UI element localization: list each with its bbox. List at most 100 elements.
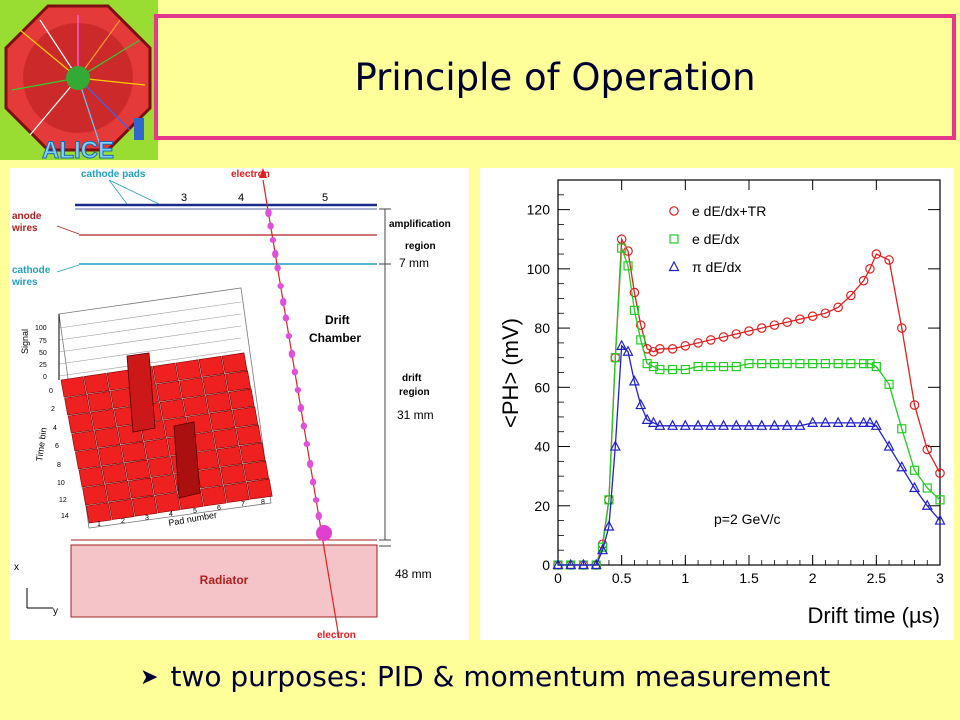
pad-number-3: 3 [181,192,187,204]
data-point [577,558,589,570]
alice-logo-graphic: ALICE [0,0,158,165]
lego-cell [94,426,121,448]
ionization-cluster [267,222,274,230]
logo-text: ALICE [42,137,114,160]
data-point [635,320,646,330]
ionization-clusters [265,208,322,521]
pad-number-4: 4 [238,192,244,204]
lego-pad-tick-8: 8 [261,499,265,506]
lego-timebin-label: Time bin [34,427,49,462]
data-point [782,359,792,369]
legend-label: π dE/dx [692,259,741,275]
legend: e dE/dx+TR e dE/dx π dE/dx [668,203,766,275]
data-point [648,361,659,372]
data-point [718,419,730,430]
ionization-cluster [291,368,299,376]
legend-marker [669,206,679,216]
data-point [782,317,792,327]
lego-timebin-tick-8: 8 [57,462,61,469]
lego-cell [159,398,186,420]
cathode-pads-label: cathode pads [81,169,146,180]
data-point [552,558,564,570]
lego-timebin-tick-4: 4 [53,425,57,432]
bullet-line: ➤ two purposes: PID & momentum measuremen… [140,660,830,693]
ionization-cluster [315,511,322,521]
data-point [629,305,639,315]
data-point [623,261,633,271]
lego-cell [75,448,101,470]
pulse-height-chart-panel: 0 0.5 1 1.5 2 2.5 3 0 20 40 60 80 100 120 e dE/dx+TR e… [480,168,954,640]
data-point [623,246,633,256]
lego-cell [131,495,158,517]
data-point [655,344,665,354]
data-point [610,353,620,363]
bullet-text: two purposes: PID & momentum measurement [170,660,831,693]
lego-timebin-tick-2: 2 [51,406,55,413]
data-point [922,483,932,493]
data-point [680,364,690,375]
x-tick-label: 1.5 [739,570,759,586]
y-tick-label: 100 [527,261,551,277]
x-tick-label: 2.5 [867,570,887,586]
data-point [636,335,646,345]
amplification-label-1: amplification [389,219,451,230]
lego-pad-tick-4: 4 [169,511,173,518]
lego-pad-tick-3: 3 [145,515,149,522]
lego-cell [220,463,246,485]
electron-bottom-label: electron [317,630,356,640]
x-tick-label: 0.5 [612,570,632,586]
lego-cell [225,370,251,392]
data-point [909,465,920,475]
legend-marker [669,234,679,244]
lego-timebin-tick-6: 6 [55,443,59,450]
lego-signal-label: Signal [20,329,30,354]
data-point [819,416,831,427]
lego-cell [232,406,259,428]
lego-cell [223,481,250,503]
ionization-cluster [274,264,281,272]
lego-cell [152,362,179,384]
y-tick-label: 20 [534,498,550,514]
ionization-cluster [288,349,296,359]
data-point [858,275,869,286]
data-point [871,361,881,372]
data-point [744,326,754,336]
data-point [768,419,780,430]
data-point [833,359,843,369]
data-point [731,329,742,339]
data-point [795,359,805,369]
plot-frame [557,179,941,566]
trd-diagram: cathode pads 3 4 5 anode wires cathode w… [11,168,451,641]
data-point [756,323,767,333]
lego-cell [144,438,170,460]
lego-cell [67,412,94,434]
data-point [897,424,907,434]
lego-signal-tick-25: 25 [39,362,47,369]
lego-cell [85,502,112,524]
data-point [795,314,805,324]
lego-cell [87,390,113,412]
lego-cell [205,391,232,413]
y-tick-label: 40 [534,439,550,455]
lego-cell [216,445,243,467]
lego-plot: Signal 100 75 50 25 0 Time bin 0 2 4 6 8… [20,287,273,529]
ionization-cluster [272,249,279,259]
data-point [756,419,768,430]
data-point [846,359,856,369]
electron-top-label: electron [231,169,270,180]
lego-cell [124,459,151,481]
data-point [859,359,869,369]
data-point [807,416,819,427]
data-point [668,364,678,375]
x-tick-label: 2 [809,570,817,586]
lego-signal-tick-0: 0 [43,374,47,381]
ionization-cluster [306,459,314,469]
lego-signal-tick-75: 75 [39,338,47,345]
lego-cell [202,373,228,395]
y-axis-label: <PH> (mV) [498,318,523,428]
drift-region-label-1: drift [402,373,422,384]
data-point [731,361,741,372]
ionization-cluster [280,297,287,307]
data-point [820,308,831,319]
legend-marker [668,260,680,272]
